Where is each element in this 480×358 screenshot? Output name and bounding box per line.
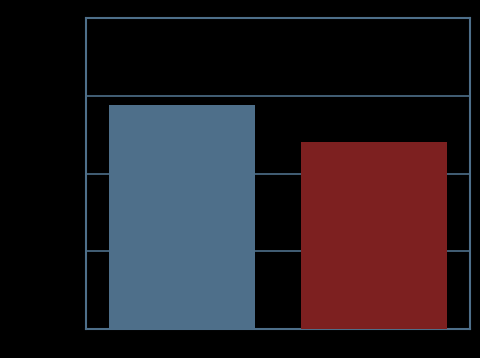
Bar: [301, 142, 447, 329]
Bar: [109, 105, 255, 329]
